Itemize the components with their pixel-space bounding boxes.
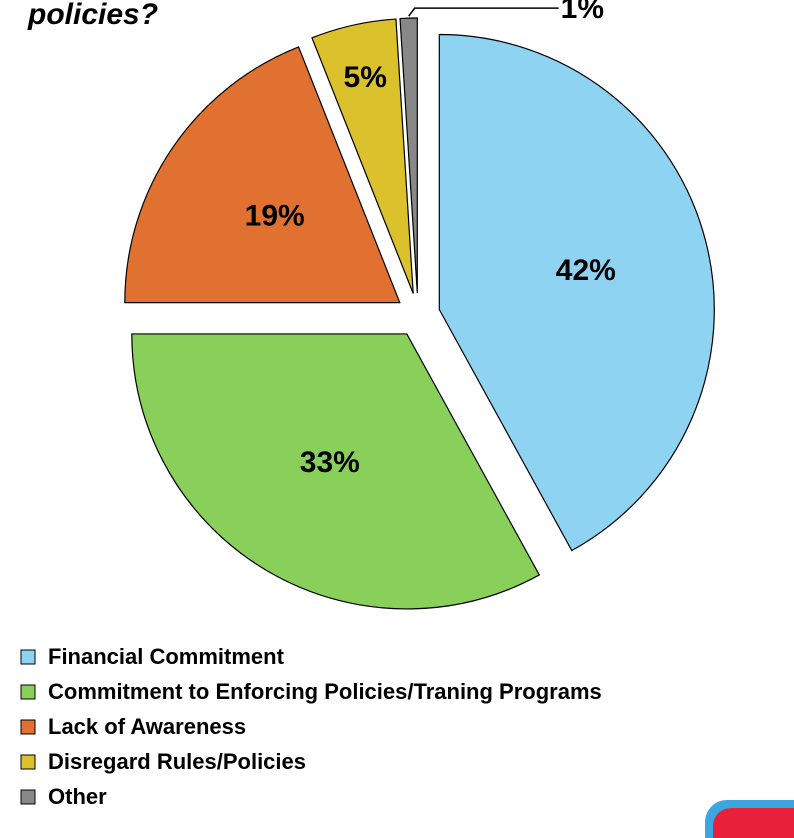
legend-swatch [20, 789, 36, 805]
legend-swatch [20, 684, 36, 700]
legend-label: Other [48, 784, 107, 809]
legend-swatch [20, 754, 36, 770]
legend-label: Commitment to Enforcing Policies/Traning… [48, 679, 602, 704]
logo [705, 800, 794, 838]
data-label: 42% [556, 254, 616, 287]
data-label: 33% [300, 446, 360, 479]
pie-slice [399, 17, 418, 294]
data-label: 1% [561, 0, 604, 25]
pie-slice [438, 33, 715, 552]
data-label: 19% [245, 200, 305, 233]
legend-label: Lack of Awareness [48, 714, 246, 739]
legend-swatch [20, 719, 36, 735]
pie-slice [131, 333, 541, 610]
chart-title: policies? [27, 0, 158, 31]
pie-slice [311, 18, 414, 294]
legend-swatch [20, 649, 36, 665]
pie-slice [124, 46, 401, 304]
legend-label: Financial Commitment [48, 644, 285, 669]
legend-label: Disregard Rules/Policies [48, 749, 306, 774]
data-label: 5% [344, 61, 387, 94]
leader-line [408, 7, 559, 17]
